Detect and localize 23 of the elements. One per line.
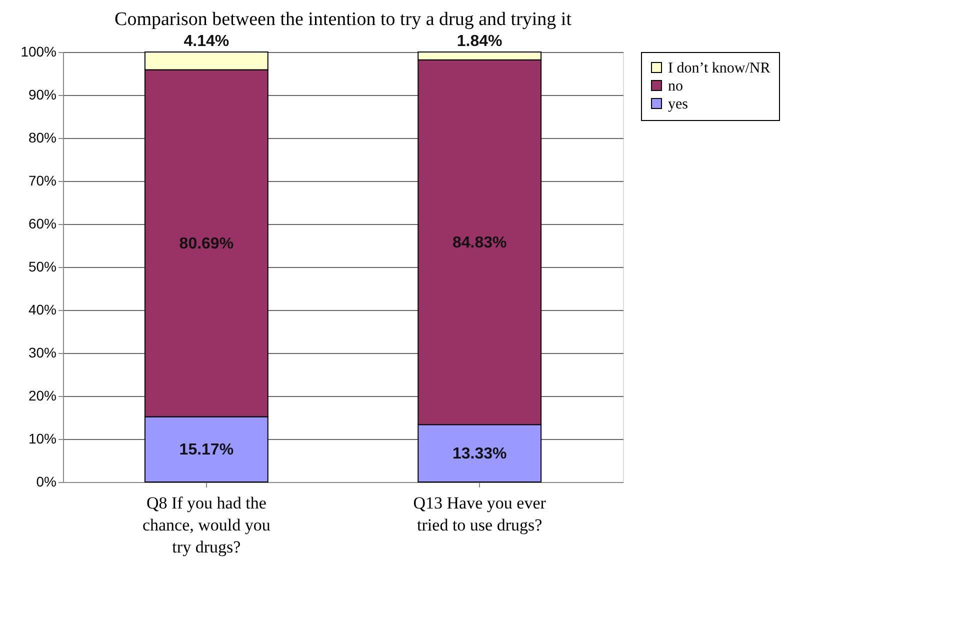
y-tick-label: 60% <box>28 216 56 232</box>
legend-label: I don’t know/NR <box>668 60 770 76</box>
y-tick-label: 40% <box>28 302 56 318</box>
chart-title: Comparison between the intention to try a drug and trying it <box>114 9 572 30</box>
y-tick-label: 90% <box>28 86 56 102</box>
legend-label: yes <box>668 96 688 112</box>
data-label: 1.84% <box>456 33 502 50</box>
y-tick-label: 100% <box>20 44 56 60</box>
data-label: 84.83% <box>452 234 507 252</box>
data-label: 15.17% <box>179 441 234 458</box>
legend-label: no <box>668 78 683 94</box>
y-tick-label: 20% <box>28 388 56 404</box>
y-tick-label: 0% <box>36 474 56 490</box>
y-tick-label: 10% <box>28 430 56 446</box>
y-tick-label: 80% <box>28 130 56 146</box>
y-tick-label: 70% <box>28 172 56 188</box>
x-tick-label: Q13 Have you ever tried to use drugs? <box>413 494 546 534</box>
y-tick-label: 30% <box>28 344 56 360</box>
x-tick-label: Q8 If you had the chance, would you try drugs? <box>142 494 271 556</box>
y-tick-label: 50% <box>28 258 56 274</box>
data-label: 80.69% <box>179 235 234 252</box>
data-label: 4.14% <box>184 33 230 50</box>
data-label: 13.33% <box>452 445 507 462</box>
